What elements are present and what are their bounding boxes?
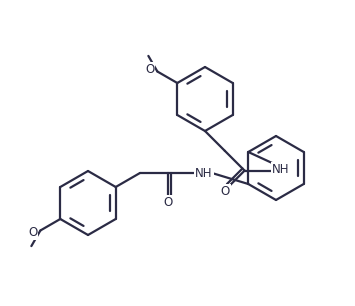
Text: NH: NH: [272, 163, 289, 176]
Text: NH: NH: [195, 166, 213, 180]
Text: O: O: [145, 63, 154, 76]
Text: O: O: [163, 196, 173, 208]
Text: O: O: [28, 226, 37, 239]
Text: O: O: [220, 185, 230, 198]
